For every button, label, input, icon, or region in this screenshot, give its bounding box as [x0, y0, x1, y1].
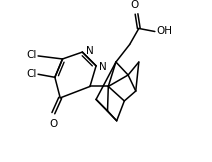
- Text: OH: OH: [156, 26, 172, 36]
- Text: Cl: Cl: [26, 69, 37, 79]
- Text: N: N: [86, 46, 94, 56]
- Text: N: N: [99, 62, 107, 72]
- Text: O: O: [49, 118, 57, 128]
- Text: O: O: [131, 0, 139, 10]
- Text: Cl: Cl: [26, 51, 37, 60]
